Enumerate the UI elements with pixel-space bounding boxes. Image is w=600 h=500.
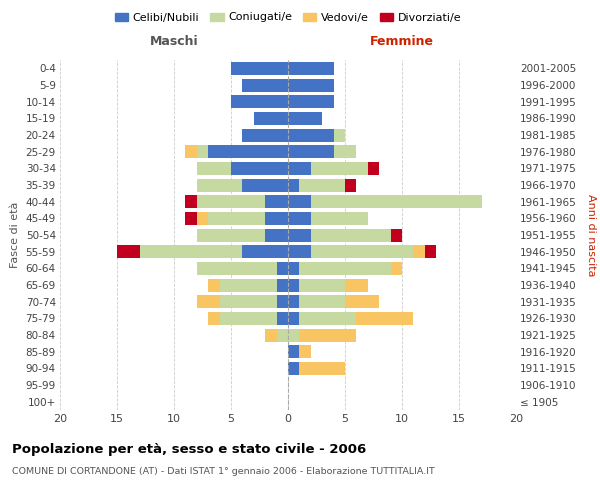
Bar xyxy=(334,145,356,158)
Bar xyxy=(197,295,220,308)
Bar xyxy=(299,278,345,291)
Bar xyxy=(208,278,220,291)
Bar xyxy=(345,295,379,308)
Bar xyxy=(277,312,288,325)
Text: Maschi: Maschi xyxy=(149,36,199,49)
Bar xyxy=(288,162,311,175)
Bar xyxy=(311,212,368,225)
Bar xyxy=(288,128,334,141)
Y-axis label: Anni di nascita: Anni di nascita xyxy=(586,194,596,276)
Bar xyxy=(334,128,345,141)
Bar xyxy=(299,312,356,325)
Legend: Celibi/Nubili, Coniugati/e, Vedovi/e, Divorziati/e: Celibi/Nubili, Coniugati/e, Vedovi/e, Di… xyxy=(110,8,466,27)
Bar xyxy=(299,362,345,375)
Bar xyxy=(231,162,288,175)
Bar xyxy=(288,262,299,275)
Bar xyxy=(231,95,288,108)
Bar xyxy=(265,212,288,225)
Bar xyxy=(413,245,425,258)
Text: Popolazione per età, sesso e stato civile - 2006: Popolazione per età, sesso e stato civil… xyxy=(12,442,366,456)
Bar xyxy=(242,178,288,192)
Bar xyxy=(299,178,345,192)
Bar xyxy=(197,228,265,241)
Bar xyxy=(299,262,391,275)
Bar xyxy=(242,78,288,92)
Text: COMUNE DI CORTANDONE (AT) - Dati ISTAT 1° gennaio 2006 - Elaborazione TUTTITALIA: COMUNE DI CORTANDONE (AT) - Dati ISTAT 1… xyxy=(12,468,435,476)
Bar xyxy=(231,62,288,75)
Bar xyxy=(185,145,197,158)
Bar xyxy=(208,212,265,225)
Bar xyxy=(288,95,334,108)
Bar xyxy=(277,328,288,342)
Bar xyxy=(220,295,277,308)
Bar xyxy=(391,228,402,241)
Bar xyxy=(311,228,391,241)
Y-axis label: Fasce di età: Fasce di età xyxy=(10,202,20,268)
Bar xyxy=(311,195,482,208)
Bar xyxy=(288,245,311,258)
Bar xyxy=(288,112,322,125)
Bar xyxy=(197,145,208,158)
Bar xyxy=(140,245,242,258)
Bar xyxy=(299,345,311,358)
Bar xyxy=(288,278,299,291)
Bar xyxy=(288,228,311,241)
Bar xyxy=(288,62,334,75)
Bar xyxy=(288,195,311,208)
Bar xyxy=(185,195,197,208)
Bar xyxy=(288,295,299,308)
Bar xyxy=(311,162,368,175)
Bar xyxy=(265,328,277,342)
Bar xyxy=(277,295,288,308)
Bar xyxy=(288,328,299,342)
Bar xyxy=(311,245,413,258)
Bar xyxy=(197,195,265,208)
Bar xyxy=(220,278,277,291)
Bar xyxy=(288,362,299,375)
Bar xyxy=(288,78,334,92)
Bar xyxy=(345,178,356,192)
Bar xyxy=(299,328,356,342)
Bar xyxy=(265,195,288,208)
Bar xyxy=(288,212,311,225)
Bar xyxy=(117,245,140,258)
Bar xyxy=(265,228,288,241)
Bar xyxy=(288,345,299,358)
Bar xyxy=(288,178,299,192)
Bar xyxy=(425,245,436,258)
Bar xyxy=(391,262,402,275)
Bar xyxy=(242,128,288,141)
Bar xyxy=(254,112,288,125)
Bar xyxy=(288,145,334,158)
Bar xyxy=(242,245,288,258)
Bar xyxy=(197,178,242,192)
Bar xyxy=(185,212,197,225)
Bar xyxy=(208,145,288,158)
Bar xyxy=(288,312,299,325)
Bar xyxy=(197,162,231,175)
Bar xyxy=(197,262,277,275)
Bar xyxy=(368,162,379,175)
Bar xyxy=(299,295,345,308)
Text: Femmine: Femmine xyxy=(370,36,434,49)
Bar xyxy=(208,312,220,325)
Bar xyxy=(345,278,368,291)
Bar xyxy=(277,262,288,275)
Bar xyxy=(356,312,413,325)
Bar xyxy=(197,212,208,225)
Bar xyxy=(277,278,288,291)
Bar xyxy=(220,312,277,325)
